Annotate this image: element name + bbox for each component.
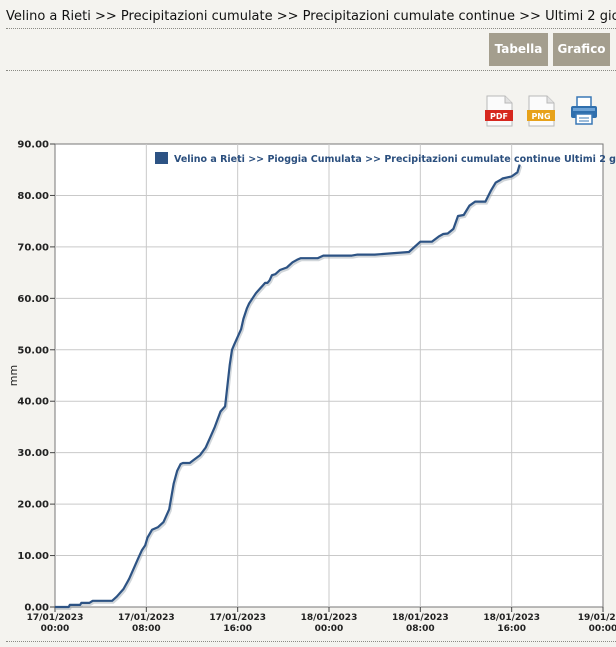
- x-tick-date: 17/01/2023: [27, 613, 84, 623]
- series-line-shadow: [56, 165, 523, 610]
- print-icon[interactable]: [569, 95, 599, 127]
- y-axis-label: mm: [7, 365, 20, 386]
- x-tick-date: 17/01/2023: [118, 613, 175, 623]
- x-tick-date: 18/01/2023: [301, 613, 358, 623]
- y-tick-label: 10.00: [17, 551, 49, 562]
- y-tick-label: 70.00: [17, 242, 49, 253]
- x-tick-date: 17/01/2023: [209, 613, 266, 623]
- x-tick-time: 00:00: [41, 624, 70, 634]
- toolbar-divider: [6, 70, 616, 71]
- x-tick-time: 16:00: [497, 624, 526, 634]
- x-tick-time: 16:00: [223, 624, 252, 634]
- png-label: PNG: [531, 112, 550, 121]
- legend-swatch: [155, 152, 168, 164]
- y-tick-label: 30.00: [17, 448, 49, 459]
- x-tick-date: 18/01/2023: [392, 613, 449, 623]
- top-divider: [6, 28, 616, 29]
- chart-button[interactable]: Grafico: [553, 33, 610, 66]
- y-tick-label: 90.00: [17, 140, 49, 151]
- y-tick-label: 0.00: [24, 603, 49, 614]
- pdf-label: PDF: [490, 112, 508, 121]
- breadcrumb: Velino a Rieti >> Precipitazioni cumulat…: [6, 9, 616, 24]
- x-tick-time: 00:00: [315, 624, 344, 634]
- bottom-divider: [6, 641, 616, 642]
- y-tick-label: 80.00: [17, 191, 49, 202]
- x-tick-time: 00:00: [589, 624, 616, 634]
- y-tick-label: 60.00: [17, 294, 49, 305]
- x-tick-time: 08:00: [132, 624, 161, 634]
- x-tick-time: 08:00: [406, 624, 435, 634]
- pdf-export-icon[interactable]: PDF: [484, 95, 514, 127]
- series-line: [55, 164, 521, 609]
- chart: 0.00 10.00 20.00 30.00 40.00 50.00 60.00 70.00 8…: [7, 140, 616, 635]
- table-button[interactable]: Tabella: [489, 33, 548, 66]
- y-tick-label: 20.00: [17, 500, 49, 511]
- legend-label: Velino a Rieti >> Pioggia Cumulata >> Pr…: [174, 154, 616, 165]
- x-tick-date: 19/01/202: [578, 613, 616, 623]
- y-tick-label: 40.00: [17, 397, 49, 408]
- y-tick-label: 50.00: [17, 345, 49, 356]
- x-tick-date: 18/01/2023: [483, 613, 540, 623]
- png-export-icon[interactable]: PNG: [526, 95, 556, 127]
